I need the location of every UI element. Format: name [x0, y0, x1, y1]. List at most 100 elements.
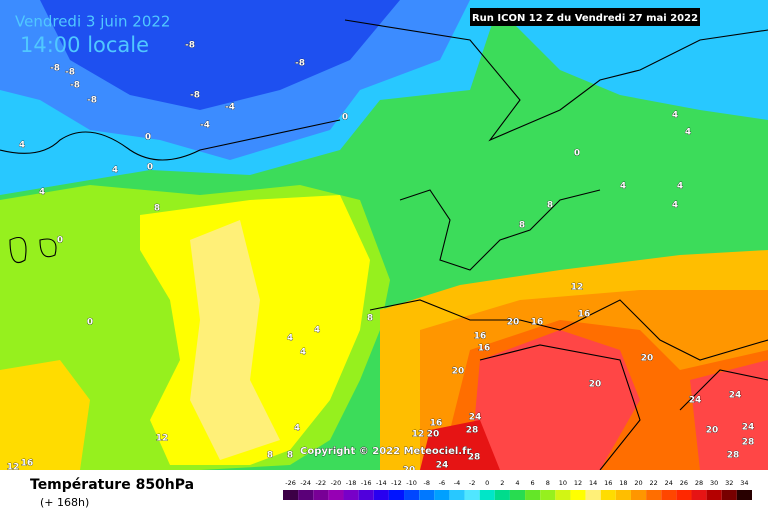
coastlines [0, 19, 768, 471]
legend-swatch [464, 490, 480, 500]
legend-swatch [479, 490, 495, 500]
legend-label: -10 [406, 479, 417, 487]
contour-label: -8 [50, 64, 60, 74]
contour-label: 0 [147, 163, 153, 173]
contour-label: 0 [57, 236, 63, 246]
legend-label: 18 [619, 479, 627, 487]
legend-label: -14 [376, 479, 387, 487]
legend-label: 2 [500, 479, 504, 487]
contour-label: 4 [314, 326, 320, 336]
contour-label: 12 [412, 430, 425, 440]
legend-label: 28 [695, 479, 703, 487]
legend-label: -8 [423, 479, 429, 487]
legend-label: -12 [391, 479, 402, 487]
legend-swatch [358, 490, 374, 500]
contour-label: 8 [367, 314, 373, 324]
legend-label: 22 [650, 479, 658, 487]
legend-swatch [736, 490, 752, 500]
legend-label: 8 [546, 479, 550, 487]
contour-label: 20 [507, 318, 520, 328]
legend-swatch [570, 490, 586, 500]
legend-label: -22 [316, 479, 327, 487]
legend-swatch [434, 490, 450, 500]
copyright: Copyright © 2022 Meteociel.fr [300, 446, 471, 457]
contour-label: 8 [267, 451, 273, 461]
contour-label: 4 [685, 128, 691, 138]
contour-label: 12 [156, 434, 169, 444]
contour-label: 16 [578, 310, 591, 320]
run-box [470, 8, 700, 26]
contour-label: 24 [436, 461, 449, 471]
contour-label: 4 [294, 424, 300, 434]
legend-swatch [419, 490, 435, 500]
contour-label: 4 [672, 111, 678, 121]
contour-label: 16 [531, 318, 544, 328]
legend-swatch [615, 490, 631, 500]
contour-label: 20 [641, 354, 654, 364]
contour-label: -8 [295, 59, 305, 69]
contour-label: 28 [466, 426, 479, 436]
legend-swatch [313, 490, 329, 500]
legend: -26 -24 -22 -20 -18 -16 -14 -12 -10 -8 -6 -4 -2 0 2 4 6 8… [283, 479, 752, 500]
legend-swatch [721, 490, 737, 500]
legend-label: 16 [604, 479, 612, 487]
contour-label: 0 [574, 149, 580, 159]
contour-label: 0 [145, 133, 151, 143]
legend-swatch [706, 490, 722, 500]
contour-label: -4 [200, 121, 210, 131]
legend-label: 10 [559, 479, 567, 487]
footer-subtitle: (+ 168h) [40, 496, 89, 509]
contour-label: -8 [185, 41, 195, 51]
legend-swatch [404, 490, 420, 500]
legend-label: 34 [740, 479, 748, 487]
legend-swatch [691, 490, 707, 500]
contour-label: 4 [19, 141, 25, 151]
legend-label: 0 [485, 479, 489, 487]
legend-swatch [283, 490, 299, 500]
contour-label: -8 [190, 91, 200, 101]
contour-label: 4 [39, 188, 45, 198]
legend-label: 26 [680, 479, 688, 487]
legend-label: -24 [300, 479, 311, 487]
contour-label: 20 [589, 380, 602, 390]
contour-label: 16 [430, 419, 443, 429]
legend-label: 12 [574, 479, 582, 487]
contour-label: 8 [287, 451, 293, 461]
legend-swatch [661, 490, 677, 500]
contour-label: 8 [519, 221, 525, 231]
contour-label: 24 [742, 423, 755, 433]
contour-label: 24 [689, 396, 702, 406]
legend-label: 32 [725, 479, 733, 487]
legend-label: 6 [531, 479, 535, 487]
legend-swatch [676, 490, 692, 500]
legend-label: -6 [439, 479, 445, 487]
contour-label: 16 [21, 459, 34, 469]
contour-label: -8 [70, 81, 80, 91]
legend-swatch [585, 490, 601, 500]
legend-swatch [540, 490, 556, 500]
legend-label: 24 [665, 479, 673, 487]
contour-label: 16 [478, 344, 491, 354]
legend-swatch [555, 490, 571, 500]
contour-label: 16 [474, 332, 487, 342]
contour-label: 20 [706, 426, 719, 436]
legend-label: -26 [285, 479, 296, 487]
contour-label: 4 [672, 201, 678, 211]
contour-label: 4 [300, 348, 306, 358]
legend-label: -18 [346, 479, 357, 487]
legend-swatch [343, 490, 359, 500]
contour-label: 12 [7, 463, 20, 473]
contour-label: 20 [427, 430, 440, 440]
valid-date: Vendredi 3 juin 2022 [15, 13, 170, 31]
legend-label: -4 [454, 479, 460, 487]
contour-label: 8 [547, 201, 553, 211]
legend-swatch [298, 490, 314, 500]
legend-label: 4 [515, 479, 519, 487]
legend-swatch [600, 490, 616, 500]
run-info: Run ICON 12 Z du Vendredi 27 mai 2022 [472, 13, 698, 24]
contour-label: 28 [468, 453, 481, 463]
contour-label: -4 [225, 103, 235, 113]
legend-label: -2 [469, 479, 475, 487]
legend-swatch [525, 490, 541, 500]
